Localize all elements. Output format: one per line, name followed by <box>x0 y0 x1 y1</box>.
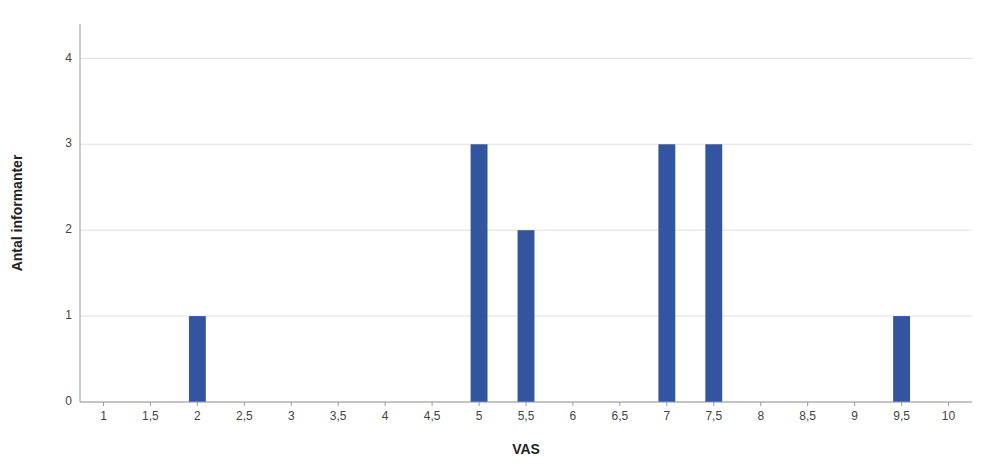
x-tick-label: 9,5 <box>893 409 910 423</box>
x-tick-label: 6 <box>570 409 577 423</box>
x-tick <box>197 402 198 406</box>
y-tick-label: 0 <box>65 394 72 408</box>
x-tick <box>385 402 386 406</box>
x-tick-label: 3 <box>288 409 295 423</box>
x-axis-line <box>80 402 972 403</box>
x-tick-label: 4,5 <box>424 409 441 423</box>
x-tick <box>244 402 245 406</box>
chart-svg: 0 1 2 3 4 1 1,5 2 2,5 3 3,5 4 4,5 5 5,5 6 6,5 7 7,5 8 8,5 9 9,… <box>0 0 996 468</box>
x-tick-label: 3,5 <box>330 409 347 423</box>
bar <box>893 316 910 402</box>
x-tick-label: 10 <box>942 409 956 423</box>
x-tick-label: 7 <box>663 409 670 423</box>
x-tick <box>479 402 480 406</box>
bar <box>189 316 206 402</box>
x-tick <box>526 402 527 406</box>
x-tick-label: 7,5 <box>705 409 722 423</box>
x-tick <box>572 402 573 406</box>
y-tick-label: 3 <box>65 136 72 150</box>
x-tick <box>713 402 714 406</box>
x-axis-label: VAS <box>512 441 540 457</box>
x-tick <box>150 402 151 406</box>
bar <box>518 230 535 402</box>
chart-container: 0 1 2 3 4 1 1,5 2 2,5 3 3,5 4 4,5 5 5,5 6 6,5 7 7,5 8 8,5 9 9,… <box>0 0 996 468</box>
grid-line <box>80 144 972 145</box>
grid-line <box>80 402 972 403</box>
x-tick-label: 9 <box>851 409 858 423</box>
x-tick-label: 1,5 <box>142 409 159 423</box>
x-tick <box>901 402 902 406</box>
x-tick-label: 1 <box>100 409 107 423</box>
grid <box>80 58 972 402</box>
bar <box>705 144 722 402</box>
x-tick-label: 8 <box>757 409 764 423</box>
x-tick <box>103 402 104 406</box>
x-tick <box>948 402 949 406</box>
grid-line <box>80 58 972 59</box>
y-axis-line <box>80 24 81 402</box>
x-tick <box>666 402 667 406</box>
x-tick-label: 2 <box>194 409 201 423</box>
x-tick <box>291 402 292 406</box>
x-tick <box>619 402 620 406</box>
x-tick <box>854 402 855 406</box>
x-tick <box>432 402 433 406</box>
x-tick-label: 4 <box>382 409 389 423</box>
y-tick-label: 4 <box>65 51 72 65</box>
x-tick <box>338 402 339 406</box>
y-tick-label: 2 <box>65 222 72 236</box>
x-tick-label: 5 <box>476 409 483 423</box>
x-tick-label: 5,5 <box>518 409 535 423</box>
bar <box>471 144 488 402</box>
x-tick-label: 6,5 <box>612 409 629 423</box>
bar <box>658 144 675 402</box>
y-axis-label: Antal informanter <box>9 154 25 271</box>
x-tick-label: 8,5 <box>799 409 816 423</box>
x-tick-label: 2,5 <box>236 409 253 423</box>
x-tick <box>760 402 761 406</box>
x-tick <box>807 402 808 406</box>
bars <box>189 144 910 402</box>
y-tick-label: 1 <box>65 308 72 322</box>
